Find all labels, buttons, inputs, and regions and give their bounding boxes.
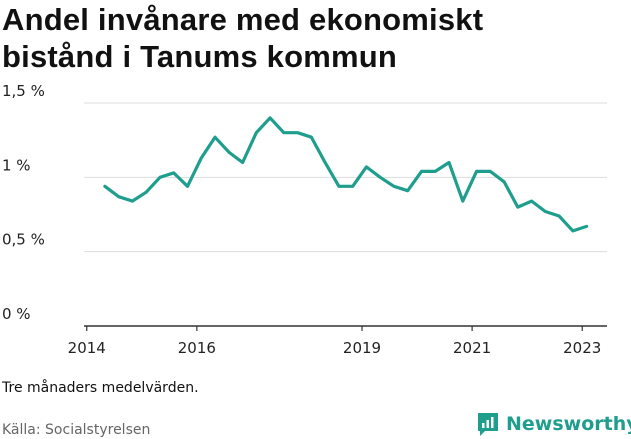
x-tick-label: 2019 — [343, 339, 381, 357]
chart-note: Tre månaders medelvärden. — [2, 380, 199, 396]
y-tick-label: 0,5 % — [2, 231, 45, 249]
series-line — [103, 116, 589, 233]
x-tick-label: 2016 — [178, 339, 216, 357]
x-tick-label: 2014 — [68, 339, 106, 357]
x-tick-label: 2023 — [563, 339, 601, 357]
y-tick-label: 1,5 % — [2, 82, 45, 100]
brand-name: Newsworthy — [506, 413, 631, 435]
chart-title: Andel invånare med ekonomiskt bistånd i … — [2, 2, 484, 74]
y-tick-label: 0 % — [2, 305, 31, 323]
brand-logo[interactable]: Newsworthy — [476, 410, 631, 438]
x-tick-label: 2021 — [453, 339, 491, 357]
series-group — [103, 116, 589, 233]
source-text: Källa: Socialstyrelsen — [2, 422, 151, 438]
y-axis: 0 % 0,5 % 1 % 1,5 % — [2, 82, 45, 323]
newsworthy-chart-icon — [478, 413, 498, 436]
y-tick-label: 1 % — [2, 156, 31, 174]
x-axis: 2014 2016 2019 2021 2023 — [68, 326, 601, 357]
grid-lines — [84, 102, 607, 327]
